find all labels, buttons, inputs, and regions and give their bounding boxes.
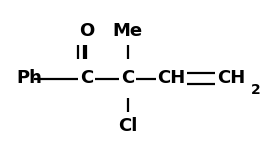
Text: C: C (80, 70, 93, 87)
Text: O: O (79, 22, 94, 40)
Text: CH: CH (157, 70, 186, 87)
Text: 2: 2 (251, 83, 261, 97)
Text: Cl: Cl (118, 117, 137, 135)
Text: CH: CH (218, 70, 246, 87)
Text: C: C (121, 70, 134, 87)
Text: Ph: Ph (16, 70, 42, 87)
Text: Me: Me (112, 22, 143, 40)
